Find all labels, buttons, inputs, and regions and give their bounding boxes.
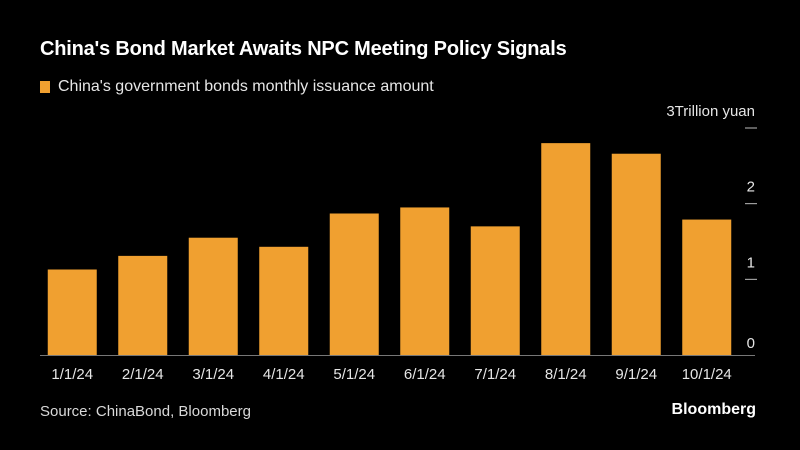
legend: China's government bonds monthly issuanc… [40,78,434,96]
x-tick-label-6-1-24: 6/1/24 [404,366,446,383]
bar-6-1-24 [400,207,450,355]
chart-title: China's Bond Market Awaits NPC Meeting P… [40,38,567,60]
y-tick-label-1: 1 [747,254,755,271]
x-tick-label-2-1-24: 2/1/24 [122,366,164,383]
x-tick-label-3-1-24: 3/1/24 [192,366,234,383]
bar-7-1-24 [470,226,520,355]
x-tick-label-4-1-24: 4/1/24 [263,366,305,383]
bar-9-1-24 [611,153,661,355]
bar-5-1-24 [329,213,379,355]
y-tick-label-3: 3Trillion yuan [666,103,755,120]
x-tick-label-1-1-24: 1/1/24 [51,366,93,383]
bar-1-1-24 [47,269,97,355]
source-note: Source: ChinaBond, Bloomberg [40,403,251,420]
bar-4-1-24 [259,246,309,355]
bar-3-1-24 [188,237,238,355]
bar-2-1-24 [118,255,168,355]
y-tick-label-0: 0 [747,335,755,352]
x-tick-label-7-1-24: 7/1/24 [474,366,516,383]
bloomberg-logo: Bloomberg [671,401,756,418]
bar-10-1-24 [682,219,732,355]
legend-label: China's government bonds monthly issuanc… [58,78,434,95]
x-tick-label-8-1-24: 8/1/24 [545,366,587,383]
legend-swatch [40,81,50,93]
bar-8-1-24 [541,143,591,355]
y-tick-label-2: 2 [747,179,755,196]
x-tick-label-9-1-24: 9/1/24 [615,366,657,383]
x-tick-label-5-1-24: 5/1/24 [333,366,375,383]
x-tick-label-10-1-24: 10/1/24 [682,366,732,383]
